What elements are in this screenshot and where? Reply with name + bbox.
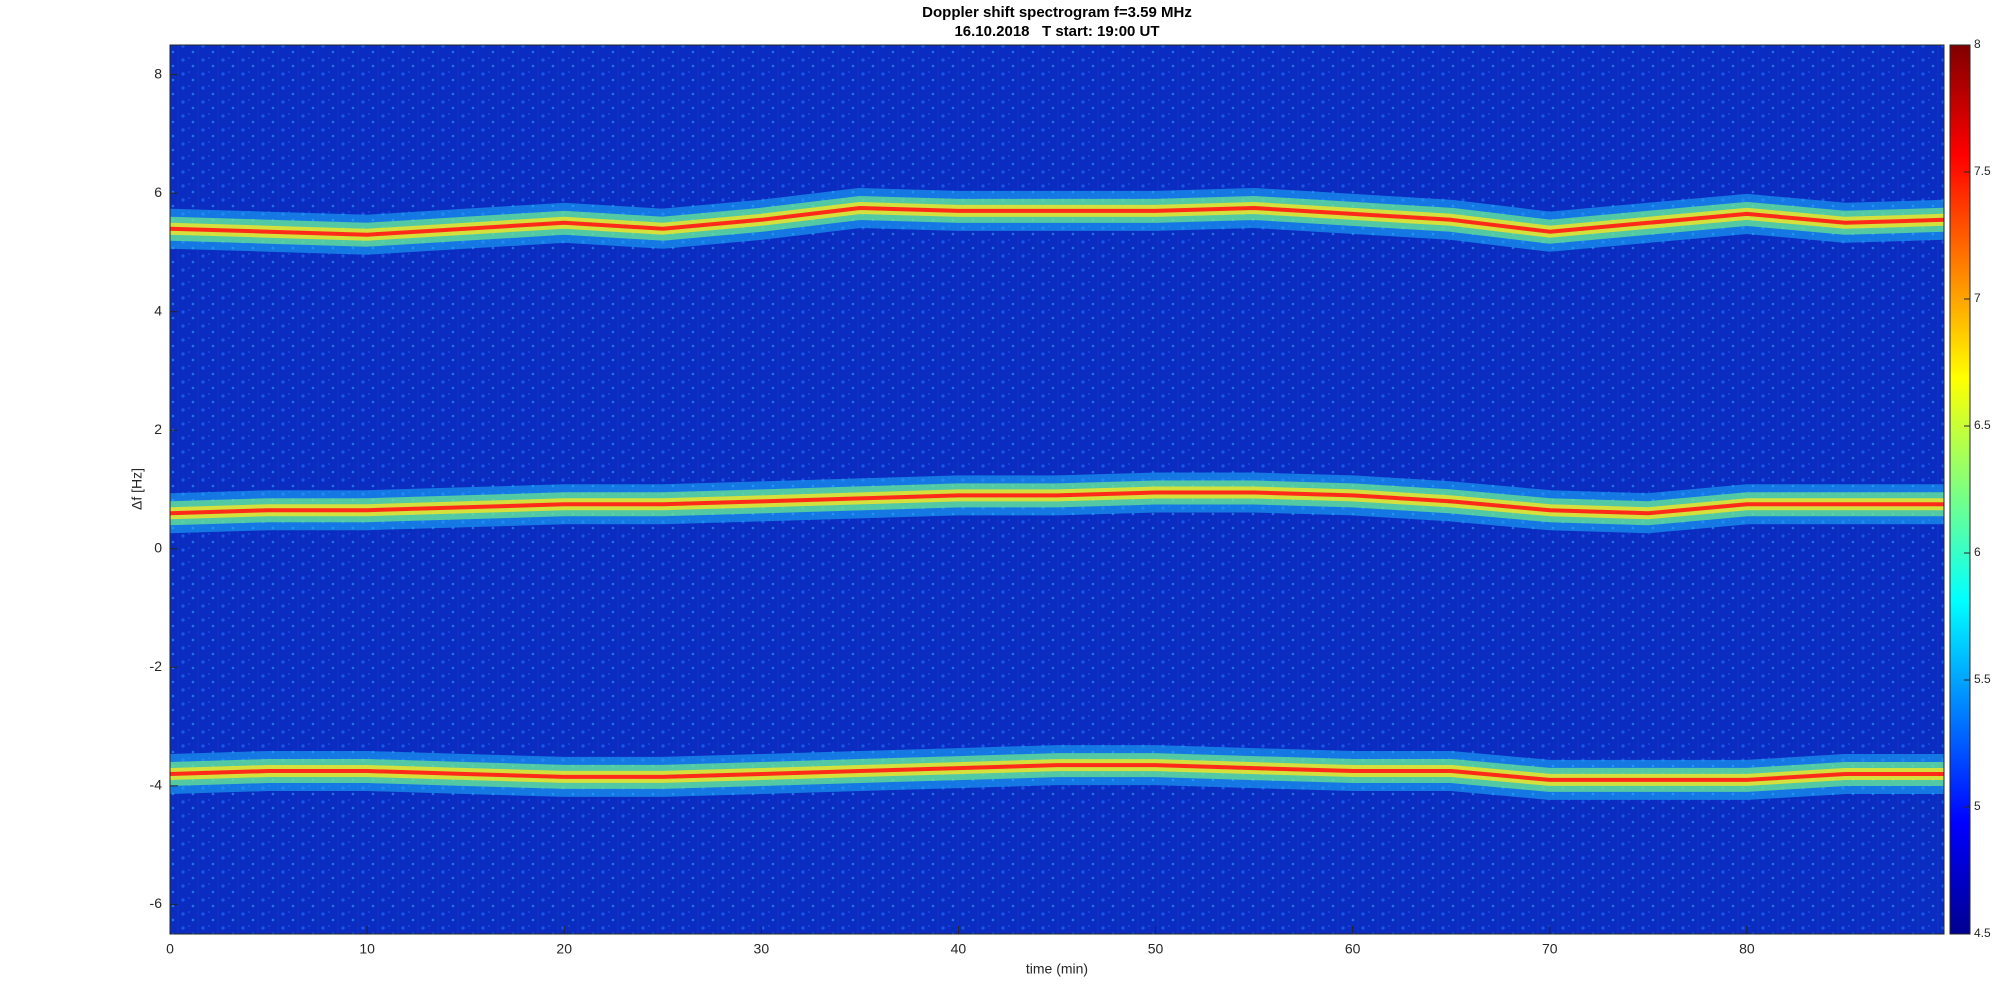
- colorbar-tick-label: 8: [1974, 37, 1981, 51]
- y-tick-label: 0: [154, 539, 162, 555]
- chart-title: Doppler shift spectrogram f=3.59 MHz: [922, 4, 1192, 21]
- chart-subtitle: 16.10.2018 T start: 19:00 UT: [954, 23, 1159, 40]
- colorbar-tick-label: 6.5: [1974, 418, 1991, 432]
- y-tick-label: -6: [150, 895, 163, 911]
- y-tick-label: -2: [150, 658, 163, 674]
- colorbar-tick-label: 7: [1974, 291, 1981, 305]
- y-tick-label: 6: [154, 184, 162, 200]
- colorbar-tick-label: 4.5: [1974, 926, 1991, 940]
- x-tick-label: 80: [1739, 941, 1755, 957]
- x-tick-label: 40: [951, 941, 967, 957]
- x-tick-label: 0: [166, 941, 174, 957]
- y-tick-label: 2: [154, 421, 162, 437]
- colorbar-tick-label: 7.5: [1974, 164, 1991, 178]
- x-tick-label: 10: [359, 941, 375, 957]
- y-axis-label: Δf [Hz]: [129, 468, 145, 510]
- axes-frame: [169, 44, 1945, 935]
- y-tick-label: -4: [150, 777, 163, 793]
- x-tick-label: 30: [754, 941, 770, 957]
- x-tick-label: 70: [1542, 941, 1558, 957]
- x-tick-label: 60: [1345, 941, 1361, 957]
- band-line: [170, 490, 1944, 516]
- colorbar-tick-label: 5: [1974, 799, 1981, 813]
- x-tick-label: 50: [1148, 941, 1164, 957]
- band-line: [170, 206, 1944, 237]
- colorbar-tick-label: 5.5: [1974, 672, 1991, 686]
- x-tick-label: 20: [556, 941, 572, 957]
- colorbar-tick-label: 6: [1974, 545, 1981, 559]
- x-axis-label: time (min): [1026, 961, 1088, 977]
- band-line: [170, 763, 1944, 782]
- y-tick-label: 8: [154, 65, 162, 81]
- colorbar: [1949, 44, 1971, 935]
- y-tick-label: 4: [154, 302, 162, 318]
- plot-area: [170, 45, 1944, 934]
